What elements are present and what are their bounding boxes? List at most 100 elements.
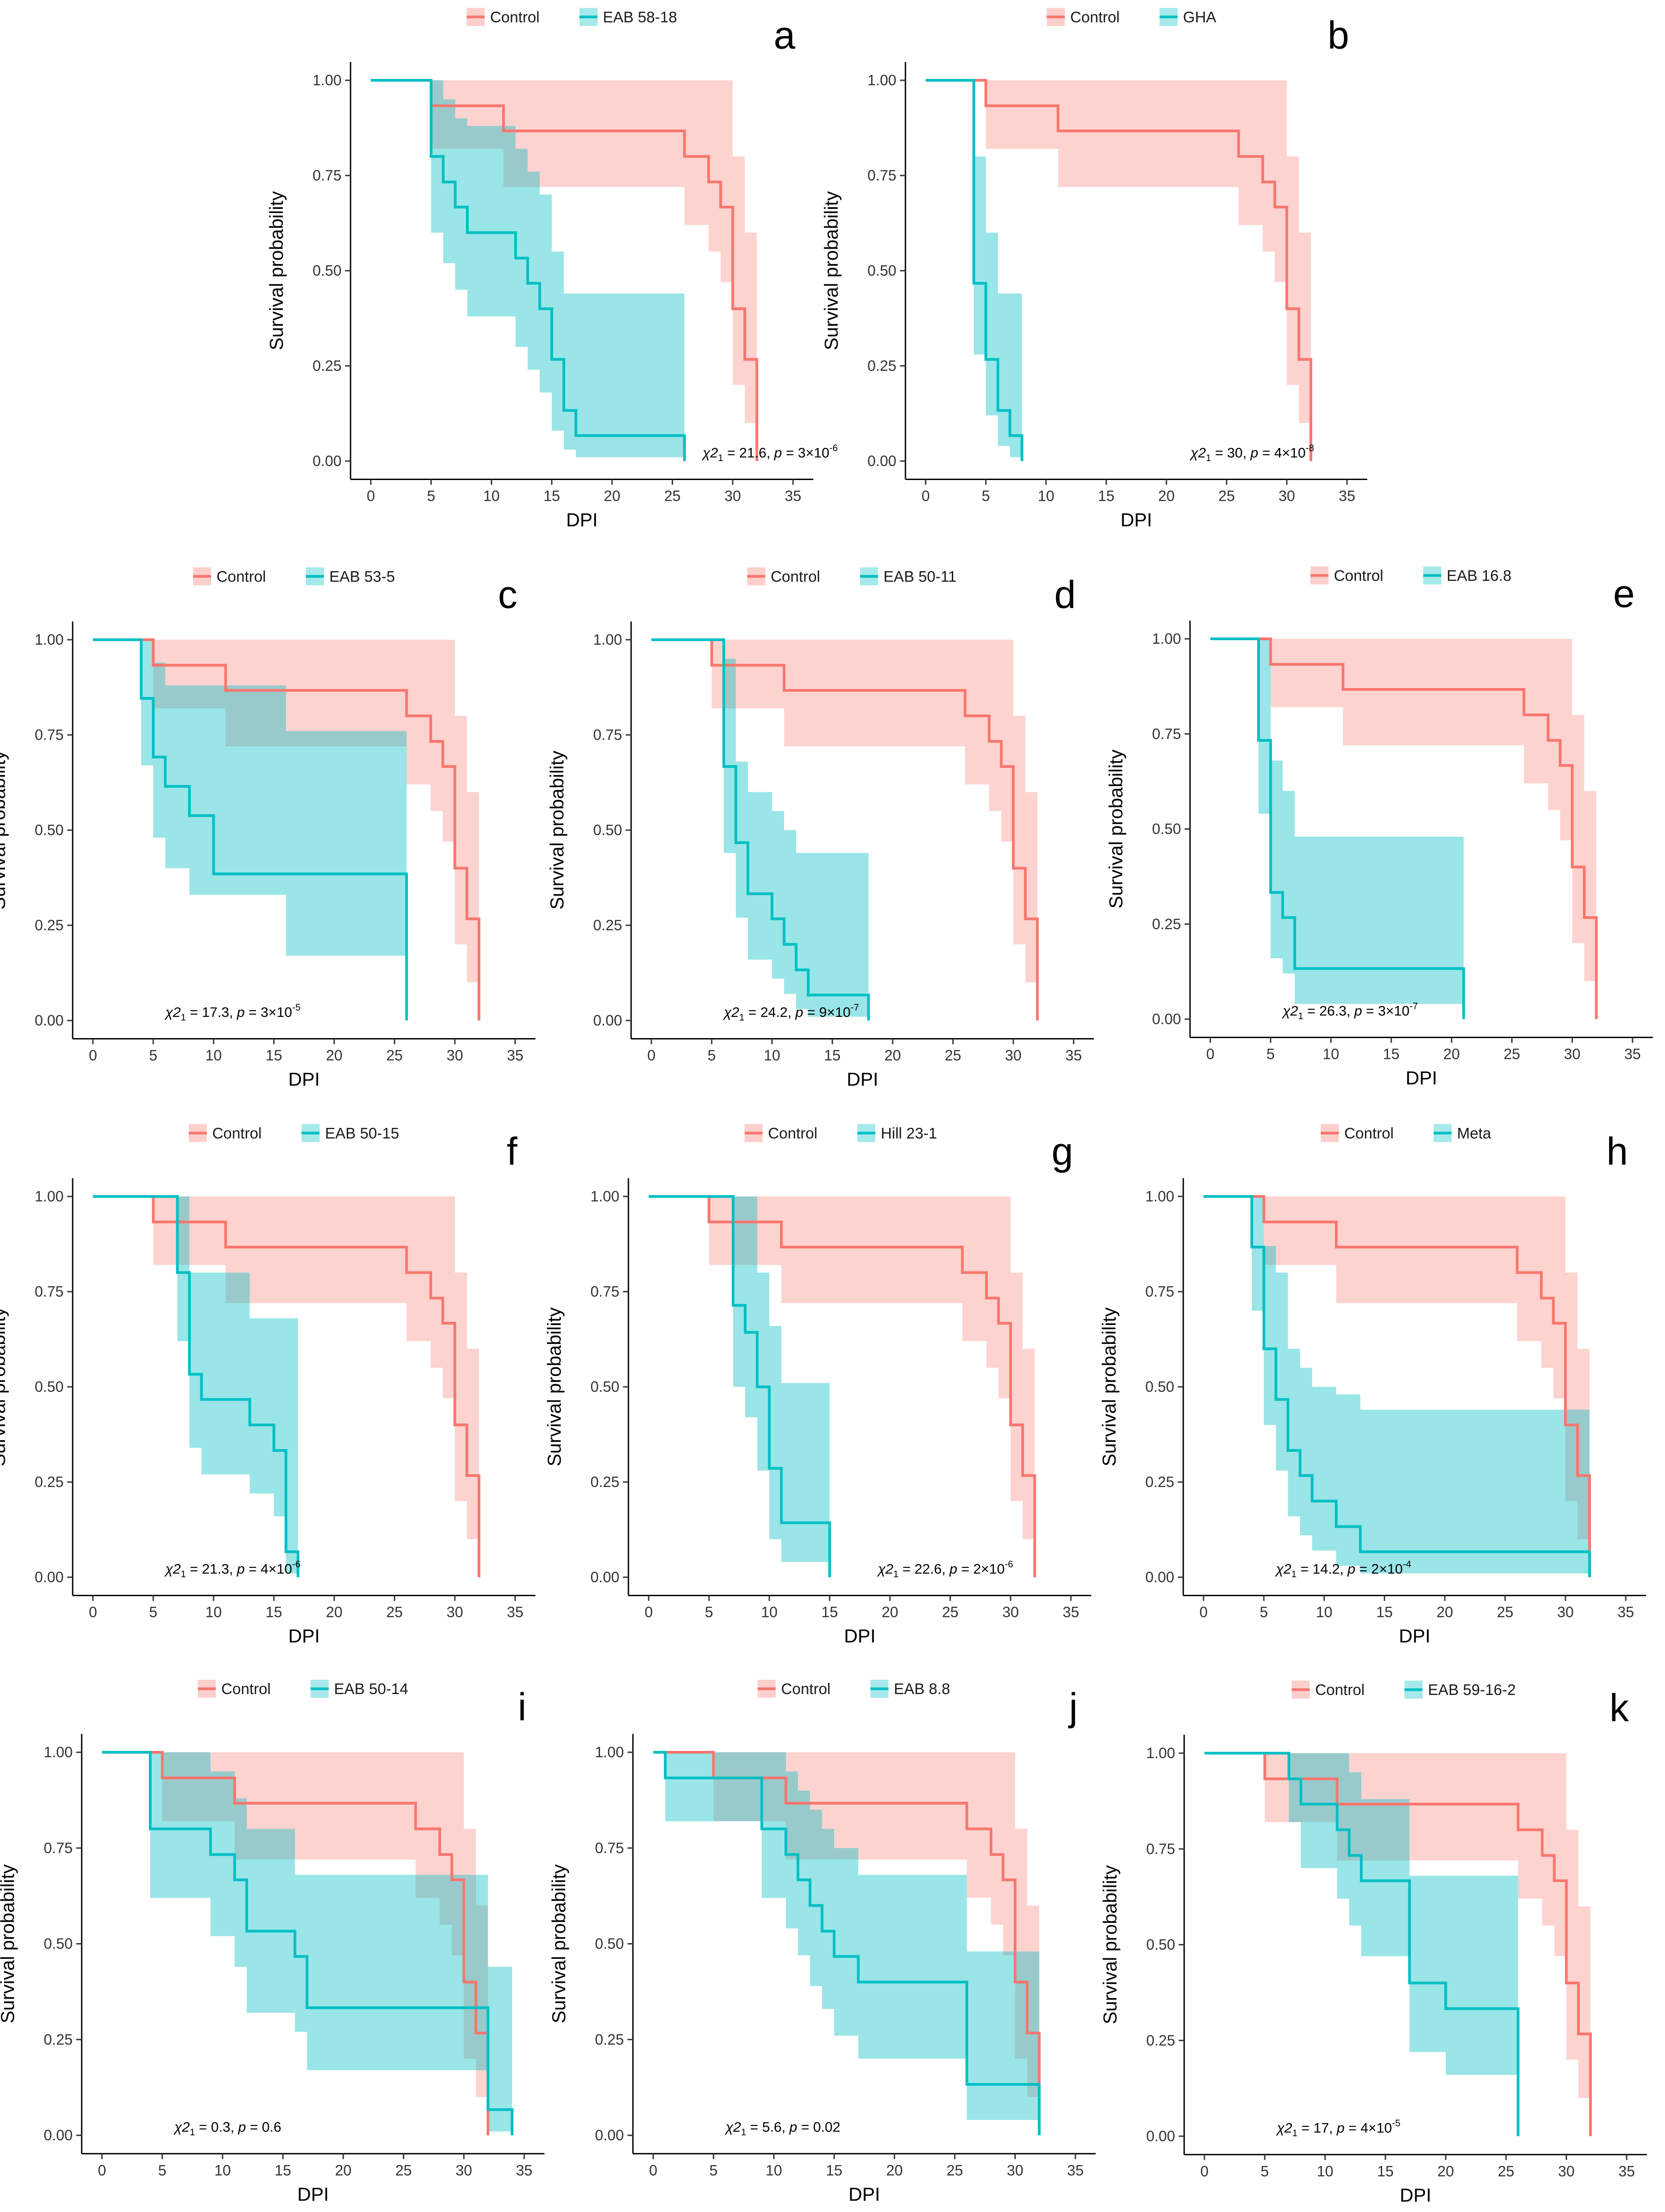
x-tick-label: 25 — [386, 1604, 403, 1621]
legend: Control EAB 8.8 — [757, 1680, 950, 1698]
x-tick-label: 15 — [1098, 488, 1115, 504]
y-tick-label: 0.00 — [867, 453, 896, 469]
x-tick-label: 25 — [395, 2162, 412, 2179]
x-axis-title: DPI — [1399, 1626, 1430, 1647]
x-tick-label: 30 — [447, 1604, 463, 1621]
legend-label: EAB 53-5 — [329, 568, 395, 585]
y-tick-label: 0.50 — [44, 1935, 73, 1952]
x-tick-label: 15 — [1377, 2163, 1394, 2180]
x-tick-label: 20 — [1436, 1604, 1453, 1621]
x-axis-title: DPI — [566, 509, 598, 531]
legend: Control EAB 59-16-2 — [1291, 1681, 1516, 1699]
panel-c: 0 5 10 15 20 25 30 35 0.00 0.25 0.50 0.75 1.00 DPI Sur… — [0, 567, 535, 1090]
chi-square-stat: χ21 = 17.3, p = 3×10-5 — [164, 1002, 300, 1023]
legend-label: Control — [490, 9, 540, 26]
x-tick-label: 0 — [922, 488, 930, 504]
confidence-bands — [93, 1196, 479, 1577]
survival-line-treatment — [1204, 1195, 1591, 1577]
survival-curves — [651, 638, 1039, 1021]
y-axis-title: Survival probability — [1105, 749, 1126, 909]
y-tick-label: 0.75 — [595, 1839, 624, 1856]
y-tick-label: 0.75 — [590, 1283, 619, 1300]
y-tick-label: 1.00 — [1152, 630, 1181, 647]
survival-line-treatment — [93, 638, 408, 1021]
chi-square-stat: χ21 = 24.2, p = 9×10-7 — [722, 1002, 859, 1023]
x-tick-label: 5 — [708, 1047, 716, 1064]
ci-band-control — [651, 640, 1038, 1021]
ci-band-treatment — [1204, 1753, 1518, 2136]
x-tick-label: 10 — [1323, 1045, 1339, 1062]
x-tick-label: 10 — [761, 1604, 778, 1621]
chi-square-stat: χ21 = 21.6, p = 3×10-6 — [701, 443, 838, 463]
x-axis-title: DPI — [288, 1626, 320, 1647]
survival-curves — [1204, 1195, 1591, 1577]
y-tick-label: 0.25 — [595, 2031, 624, 2048]
legend-label: Control — [212, 1125, 262, 1142]
x-tick-label: 25 — [386, 1047, 403, 1064]
x-tick-label: 20 — [881, 1604, 898, 1621]
legend: Control GHA — [1047, 8, 1217, 26]
ci-band-treatment — [93, 640, 407, 1021]
panel-i: 0 5 10 15 20 25 30 35 0.00 0.25 0.50 0.75 1.00 DPI Sur… — [0, 1680, 544, 2205]
panel-letter: e — [1613, 573, 1635, 616]
y-tick-label: 0.75 — [1146, 1840, 1175, 1857]
y-tick-label: 1.00 — [313, 72, 341, 88]
x-tick-label: 0 — [649, 2162, 657, 2179]
x-tick-label: 30 — [1007, 2162, 1024, 2179]
y-tick-label: 0.00 — [1145, 1569, 1174, 1585]
y-axis-title: Survival probability — [821, 191, 842, 351]
survival-line-treatment — [651, 638, 870, 1021]
panel-letter: j — [1068, 1686, 1078, 1729]
x-tick-label: 35 — [1065, 1047, 1082, 1064]
x-tick-label: 30 — [1557, 1604, 1574, 1621]
survival-curves — [653, 1751, 1041, 2135]
chi-square-stat: χ21 = 21.3, p = 4×10-6 — [164, 1559, 300, 1579]
ci-band-control — [1210, 639, 1596, 1019]
y-tick-label: 0.50 — [1146, 1936, 1175, 1953]
panel-j: 0 5 10 15 20 25 30 35 0.00 0.25 0.50 0.75 1.00 DPI Sur… — [548, 1680, 1096, 2205]
y-tick-label: 0.50 — [313, 262, 341, 279]
x-axis-title: DPI — [297, 2184, 329, 2205]
y-tick-label: 0.50 — [1152, 821, 1181, 837]
y-tick-label: 0.25 — [867, 357, 896, 374]
legend-label: EAB 50-14 — [334, 1681, 408, 1698]
ci-band-control — [926, 80, 1311, 461]
x-tick-label: 0 — [1206, 1045, 1214, 1062]
y-tick-label: 0.25 — [590, 1473, 619, 1490]
y-tick-label: 0.75 — [593, 726, 622, 743]
x-tick-label: 35 — [1624, 1045, 1641, 1062]
x-axis-title: DPI — [844, 1626, 876, 1647]
legend-label: Control — [217, 568, 266, 585]
x-axis-title: DPI — [849, 2184, 880, 2205]
y-tick-label: 0.00 — [595, 2127, 624, 2143]
confidence-bands — [1210, 639, 1596, 1019]
y-tick-label: 1.00 — [595, 1744, 624, 1760]
y-tick-label: 0.00 — [1146, 2128, 1175, 2144]
confidence-bands — [1204, 1196, 1590, 1577]
x-tick-label: 20 — [335, 2162, 351, 2179]
ci-band-control — [93, 640, 479, 1021]
legend: Control EAB 50-14 — [198, 1680, 408, 1698]
confidence-bands — [926, 80, 1311, 461]
survival-line-control — [1210, 637, 1598, 1019]
legend-label: Control — [771, 568, 821, 585]
survival-line-control — [93, 638, 480, 1021]
chi-square-stat: χ21 = 17, p = 4×10-5 — [1275, 2118, 1400, 2138]
legend-label: EAB 58-18 — [603, 9, 677, 26]
x-tick-label: 30 — [1005, 1047, 1022, 1064]
legend-label: Control — [1334, 568, 1384, 585]
survival-line-control — [371, 79, 758, 461]
survival-line-control — [926, 79, 1312, 461]
y-tick-label: 0.25 — [313, 357, 341, 374]
legend-label: Control — [768, 1125, 818, 1142]
x-tick-label: 5 — [427, 488, 435, 504]
x-tick-label: 30 — [1278, 488, 1295, 504]
legend: Control EAB 58-18 — [466, 8, 677, 26]
x-tick-label: 0 — [89, 1604, 97, 1621]
y-tick-label: 0.00 — [44, 2127, 73, 2143]
panel-e: 0 5 10 15 20 25 30 35 0.00 0.25 0.50 0.75 1.00 DPI Sur… — [1105, 566, 1653, 1088]
y-axis-title: Survival probability — [266, 191, 287, 351]
ci-band-control — [1204, 1753, 1591, 2136]
x-tick-label: 10 — [214, 2162, 231, 2179]
x-tick-label: 0 — [89, 1047, 97, 1064]
